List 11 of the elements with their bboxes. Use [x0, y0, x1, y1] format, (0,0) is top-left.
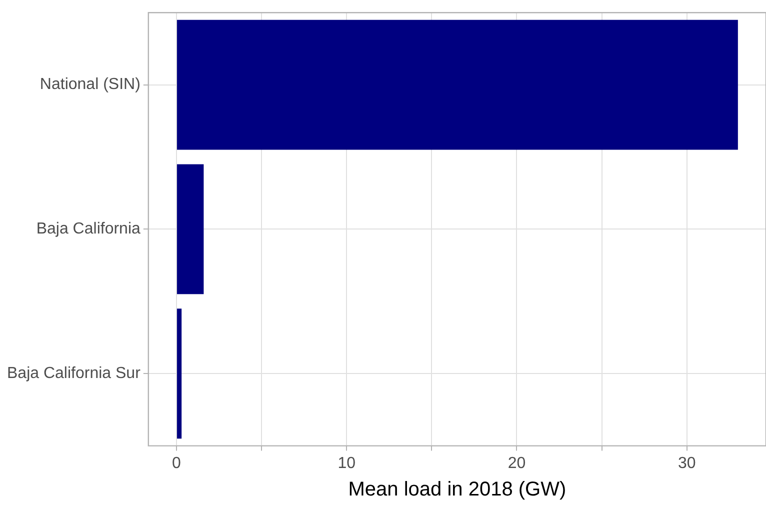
y-tick-label: Baja California Sur — [6, 365, 142, 382]
x-tick-label: 30 — [678, 454, 696, 472]
bar — [176, 20, 738, 150]
y-tick-label: National (SIN) — [40, 76, 140, 94]
x-tick-label: 20 — [508, 454, 526, 472]
x-tick-label: 0 — [172, 454, 182, 472]
x-axis-title: Mean load in 2018 (GW) — [348, 478, 566, 501]
y-tick-label: Baja California — [36, 220, 140, 238]
bar — [176, 308, 182, 439]
x-tick-label: 10 — [338, 454, 356, 472]
bar — [176, 164, 204, 294]
